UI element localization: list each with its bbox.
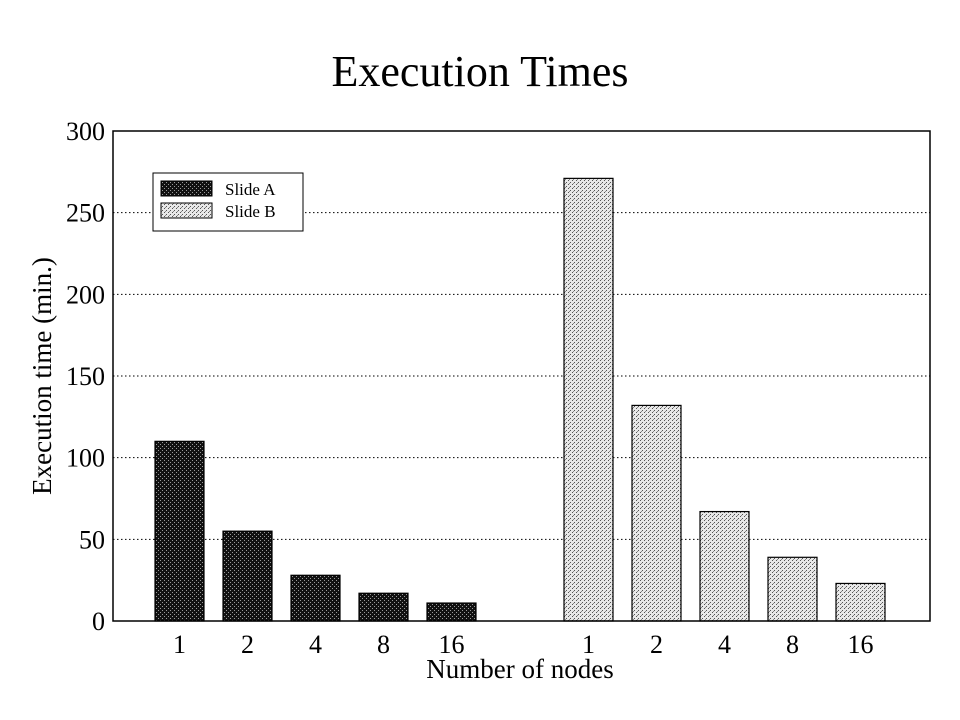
x-tick-label: 4 <box>718 630 731 659</box>
bar-slide-b-4 <box>699 510 750 622</box>
bar-slide-a-8 <box>358 592 409 622</box>
chart-title: Execution Times <box>331 47 628 96</box>
y-tick-label: 50 <box>79 525 105 554</box>
y-tick-label: 250 <box>66 199 105 228</box>
x-tick-label: 2 <box>650 630 663 659</box>
y-tick-label: 0 <box>92 607 105 636</box>
y-tick-label: 200 <box>66 280 105 309</box>
bar-slide-a-1 <box>154 440 205 622</box>
x-tick-label: 16 <box>848 630 874 659</box>
x-tick-label: 16 <box>439 630 465 659</box>
bar-slide-a-16 <box>426 602 477 622</box>
legend-label: Slide B <box>225 202 276 221</box>
y-tick-labels: 0 50 100 150 200 250 300 <box>66 117 105 636</box>
y-axis-label: Execution time (min.) <box>27 257 57 495</box>
x-tick-label: 8 <box>786 630 799 659</box>
legend-label: Slide A <box>225 180 276 199</box>
grid-lines <box>113 212 930 540</box>
x-tick-label: 1 <box>173 630 186 659</box>
bar-slide-b-2 <box>631 404 682 622</box>
bar-slide-a-4 <box>290 574 341 622</box>
legend: Slide A Slide B <box>152 172 304 232</box>
x-axis-label: Number of nodes <box>426 654 613 684</box>
bar-slide-b-8 <box>767 556 818 622</box>
bar-slide-b-1 <box>563 177 614 622</box>
x-tick-label: 1 <box>582 630 595 659</box>
x-tick-label: 8 <box>377 630 390 659</box>
y-tick-label: 300 <box>66 117 105 146</box>
y-tick-label: 150 <box>66 362 105 391</box>
legend-swatch <box>160 180 213 197</box>
x-tick-label: 2 <box>241 630 254 659</box>
y-tick-label: 100 <box>66 444 105 473</box>
bars <box>154 177 886 622</box>
plot-frame <box>112 130 931 622</box>
bar-slide-b-16 <box>835 582 886 622</box>
x-tick-label: 4 <box>309 630 322 659</box>
bar-slide-a-2 <box>222 530 273 622</box>
x-tick-labels: 1 2 4 8 16 1 2 4 8 16 <box>173 630 874 659</box>
legend-swatch <box>160 202 213 219</box>
